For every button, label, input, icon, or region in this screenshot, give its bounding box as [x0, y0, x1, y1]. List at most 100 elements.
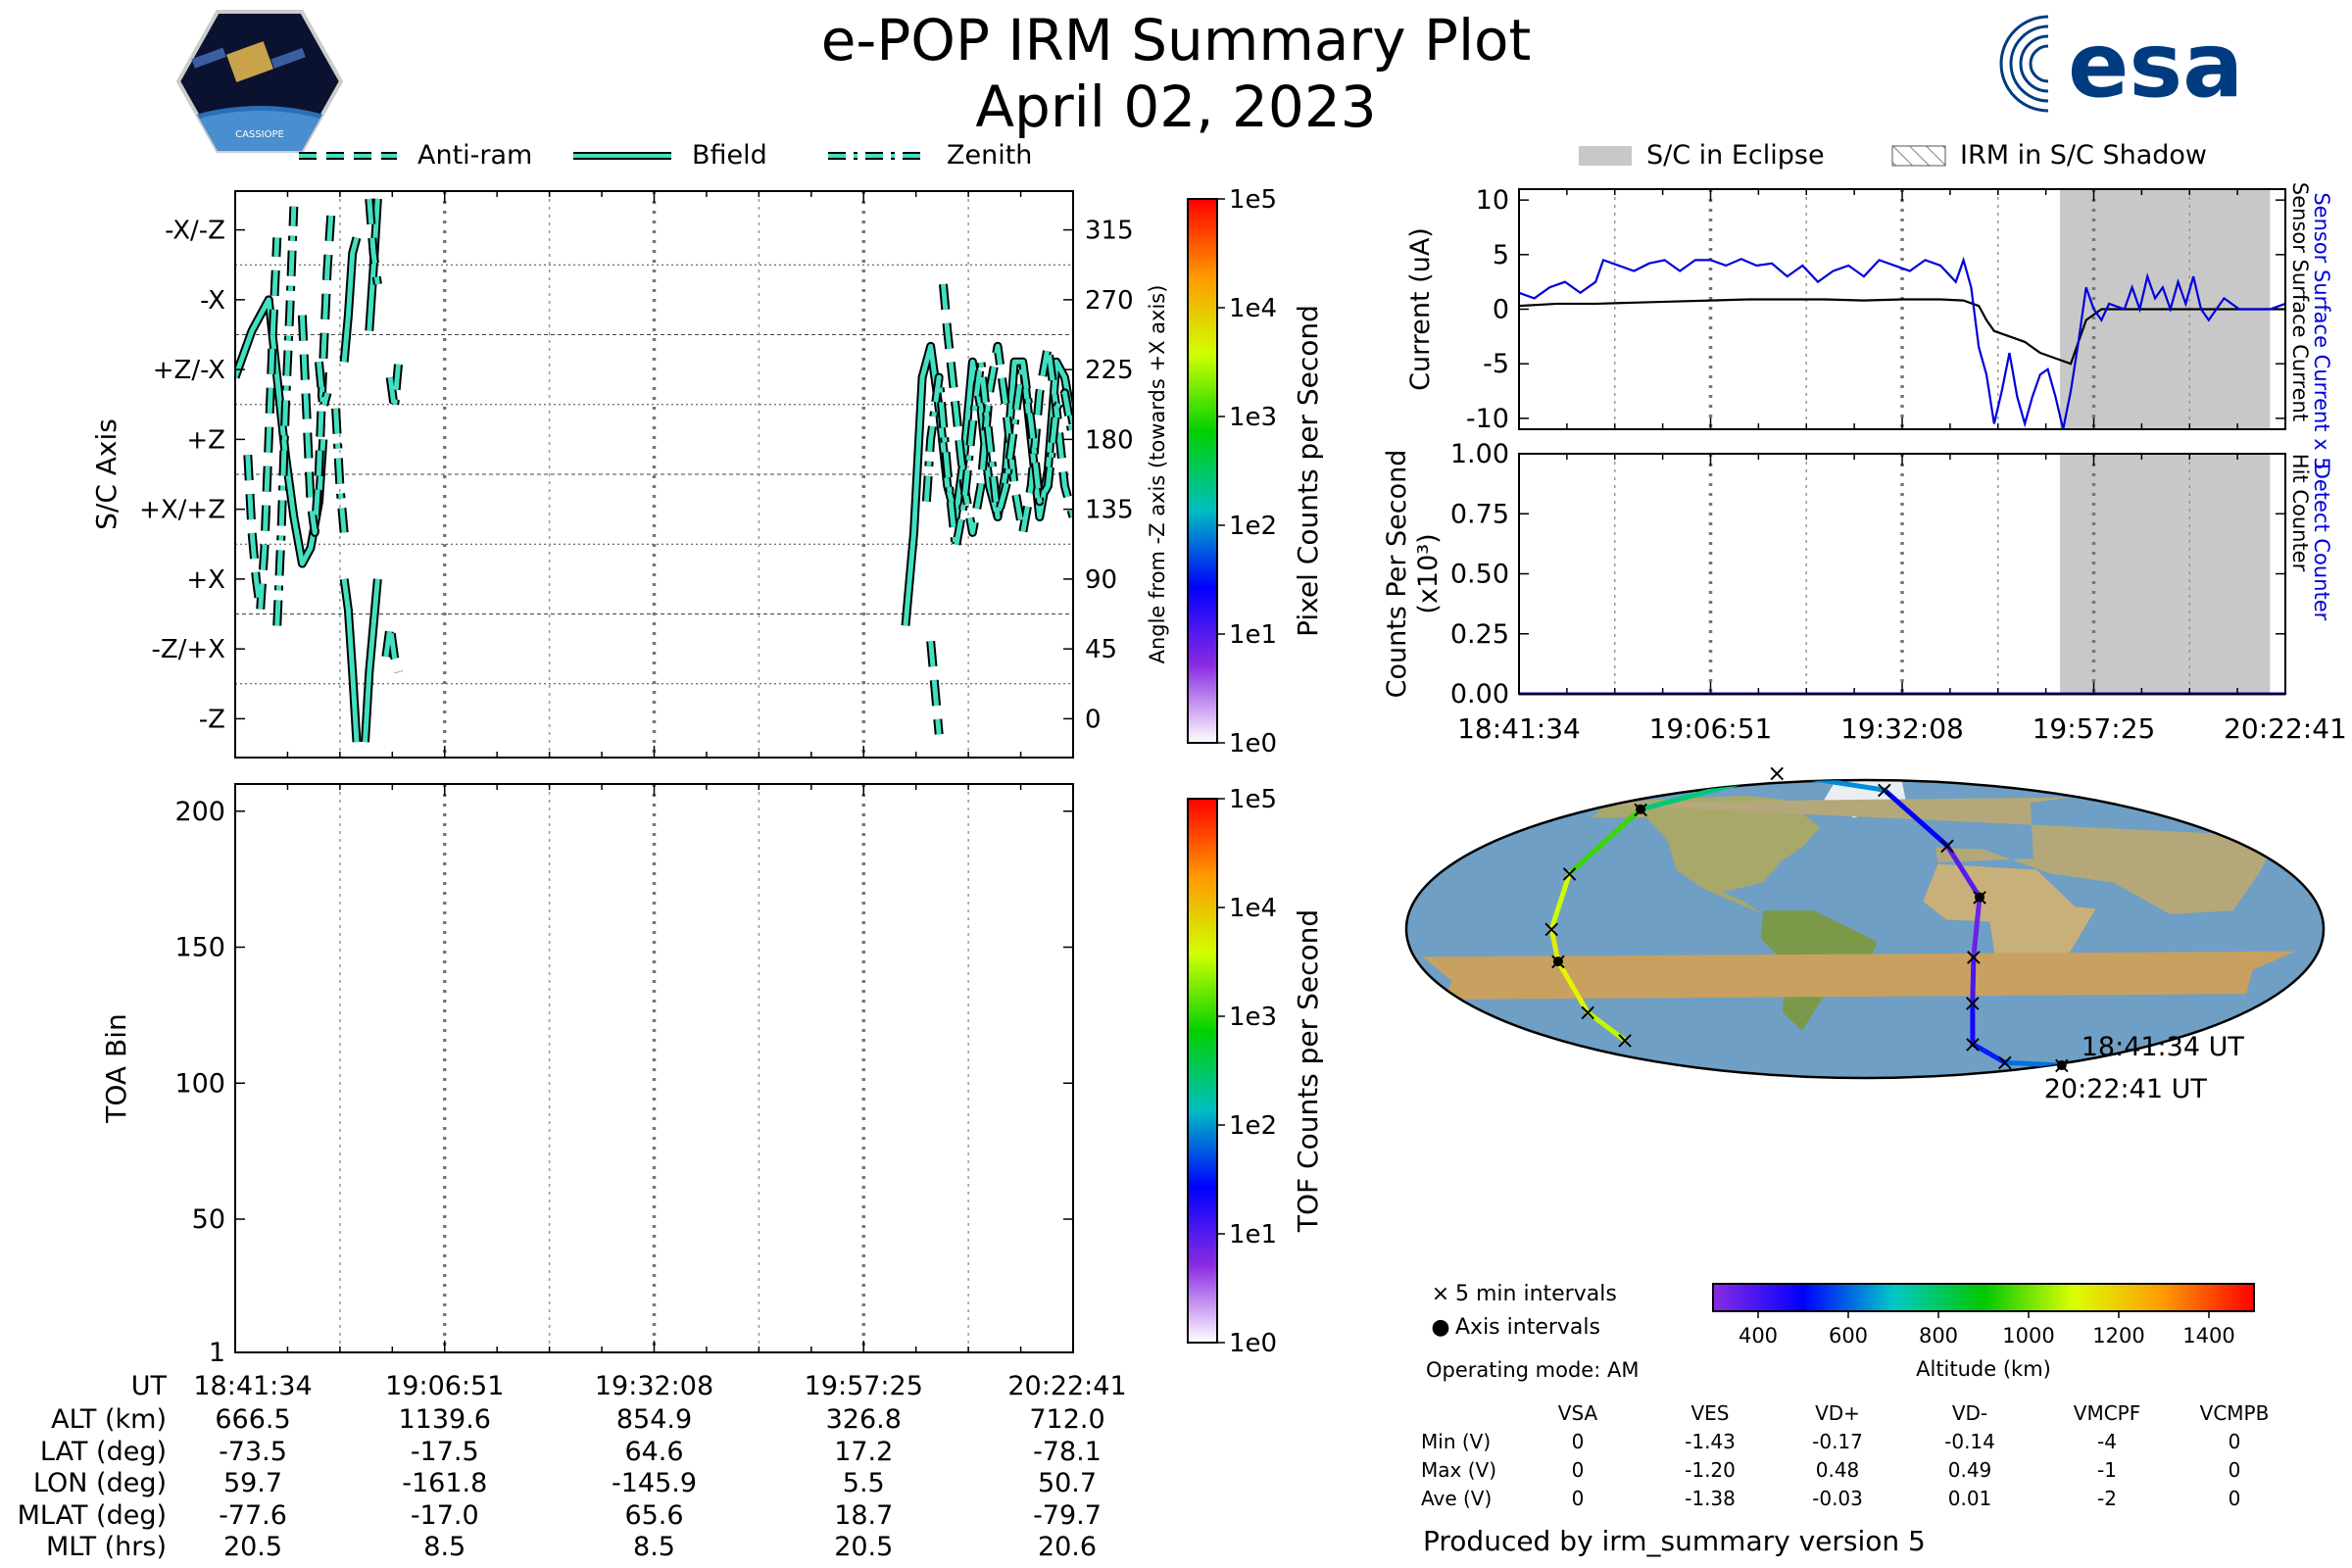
track-5min-marker: × [1560, 859, 1580, 887]
colorbar-tick-label: 1e4 [1229, 294, 1277, 323]
series-anti-ram-line [940, 283, 1073, 535]
series-bfield-line [367, 198, 380, 331]
world-map-group [1406, 780, 2324, 1078]
series-anti-ram-line [928, 641, 942, 735]
esa-logo-text: esa [2068, 13, 2243, 118]
map-border [1404, 778, 2326, 1080]
table-cell: 0 [2228, 1487, 2241, 1510]
x-marker-icon: × [1431, 1282, 1450, 1306]
series-zenith-line [923, 359, 1073, 551]
colorbar-tick-label: 1e3 [1229, 403, 1277, 432]
table-cell: Min (V) [1421, 1430, 1492, 1453]
time-tick-label: 19:06:51 [1649, 712, 1773, 745]
ephemeris-row-label: LAT (deg) [40, 1437, 167, 1467]
series-anti-ram-line [299, 206, 334, 535]
altitude-tick-label: 800 [1919, 1324, 1958, 1348]
table-cell: 0.01 [1947, 1487, 1992, 1510]
ephemeris-value: 20.5 [223, 1532, 282, 1562]
series-sensor-current-x5 [1519, 256, 2285, 429]
track-5min-marker: × [1964, 943, 1984, 970]
orbit-track-segment [1971, 894, 1983, 959]
altitude-tick-label: 1400 [2182, 1324, 2234, 1348]
ephemeris-value: 19:57:25 [805, 1371, 923, 1401]
series-surface-current [1519, 298, 2285, 366]
y-tick-label: 100 [174, 1068, 225, 1099]
orbit-track-segment [2002, 1059, 2065, 1068]
orbit-track-segment [1774, 780, 1887, 793]
orbit-track-segment [1567, 807, 1643, 876]
ephemeris-value: 854.9 [616, 1404, 692, 1435]
y-tick-label: 150 [174, 933, 225, 963]
legend-item-shadow: IRM in S/C Shadow [1891, 140, 2207, 171]
current-lines-group [1519, 256, 2285, 429]
y-tick-label: 5 [1493, 240, 1509, 270]
colorbar-tick-label: 1e1 [1229, 620, 1277, 650]
track-axis-marker [2056, 1060, 2067, 1071]
legend-item-anti-ram: Anti-ram [294, 140, 532, 171]
legend-item-zenith: Zenith [823, 140, 1032, 171]
orbit-track-group [1548, 780, 2065, 1068]
orbit-track-segment [1548, 870, 1573, 932]
eurasia [1565, 788, 2279, 914]
esa-logo: esa [1999, 10, 2243, 118]
map-legend-axis: ● Axis intervals [1426, 1315, 1617, 1348]
time-tick-label: 19:57:25 [2033, 712, 2156, 745]
track-5min-marker: × [1767, 760, 1787, 787]
legend-line-icon [299, 151, 397, 160]
ephemeris-value: 50.7 [1038, 1468, 1097, 1498]
operating-mode: Operating mode: AM [1426, 1358, 1640, 1382]
altitude-tick-label: 1200 [2092, 1324, 2144, 1348]
legend-item-bfield: Bfield [568, 140, 767, 171]
legend-line-icon [573, 151, 671, 160]
y-tick-label: 200 [174, 797, 225, 827]
y-right-tick-label: 270 [1085, 286, 1134, 316]
table-cell: 0.49 [1947, 1458, 1992, 1482]
legend-label: S/C in Eclipse [1646, 140, 1825, 171]
table-cell: -2 [2097, 1487, 2117, 1510]
ephemeris-value: 59.7 [223, 1468, 282, 1498]
y-tick-label: -10 [1466, 404, 1509, 434]
ephemeris-value: 5.5 [843, 1468, 885, 1498]
y-tick-label: 10 [1476, 185, 1509, 216]
track-5min-marker: × [1963, 1030, 1983, 1057]
table-cell: 0 [2228, 1430, 2241, 1453]
table-cell: -1.38 [1685, 1487, 1736, 1510]
table-header-cell: VSA [1557, 1401, 1598, 1425]
y-right-tick-label: 225 [1085, 356, 1134, 385]
ephemeris-value: -145.9 [612, 1468, 697, 1498]
series-zenith-line [333, 408, 347, 533]
footer-text: Produced by irm_summary version 5 [1423, 1525, 1926, 1557]
time-tick-label: 20:22:41 [2224, 712, 2347, 745]
ephemeris-value: 17.2 [834, 1437, 893, 1467]
track-5min-marker: × [1875, 776, 1894, 804]
current-ylabel: Current (uA) [1405, 227, 1436, 391]
ephemeris-value: -78.1 [1033, 1437, 1102, 1467]
orbit-track-segment [1548, 926, 1561, 964]
ephemeris-value: 19:32:08 [595, 1371, 713, 1401]
table-cell: -0.14 [1944, 1430, 1995, 1453]
counts-ylabel-line1: Counts Per Second [1382, 450, 1412, 699]
ephemeris-value: -77.6 [219, 1500, 287, 1531]
ephemeris-value: -161.8 [402, 1468, 487, 1498]
series-zenith-line [387, 361, 402, 412]
toa-ylabel: TOA Bin [100, 1013, 132, 1123]
track-axis-marker [1974, 892, 1984, 903]
table-header-cell: VES [1690, 1401, 1730, 1425]
y-tick-label: -X [200, 286, 225, 316]
altitude-tick-label: 600 [1829, 1324, 1868, 1348]
y-tick-label: 0.75 [1450, 499, 1509, 529]
angle-ylabel: Angle from -Z axis (towards +X axis) [1146, 285, 1169, 664]
page-date: April 02, 2023 [975, 74, 1377, 140]
series-bfield-line [341, 236, 360, 363]
table-cell: 0.48 [1815, 1458, 1860, 1482]
eclipse-legend: S/C in Eclipse IRM in S/C Shadow [1578, 140, 2264, 179]
ephemeris-value: 8.5 [423, 1532, 466, 1562]
ephemeris-value: -73.5 [219, 1437, 287, 1467]
series-zenith-line [317, 361, 330, 412]
series-anti-ram-line [383, 622, 402, 673]
y-right-tick-label: 180 [1085, 425, 1134, 455]
y-tick-label: +Z/-X [153, 356, 225, 385]
gray-swatch-icon [1579, 145, 1632, 166]
ephemeris-value: -17.5 [411, 1437, 479, 1467]
